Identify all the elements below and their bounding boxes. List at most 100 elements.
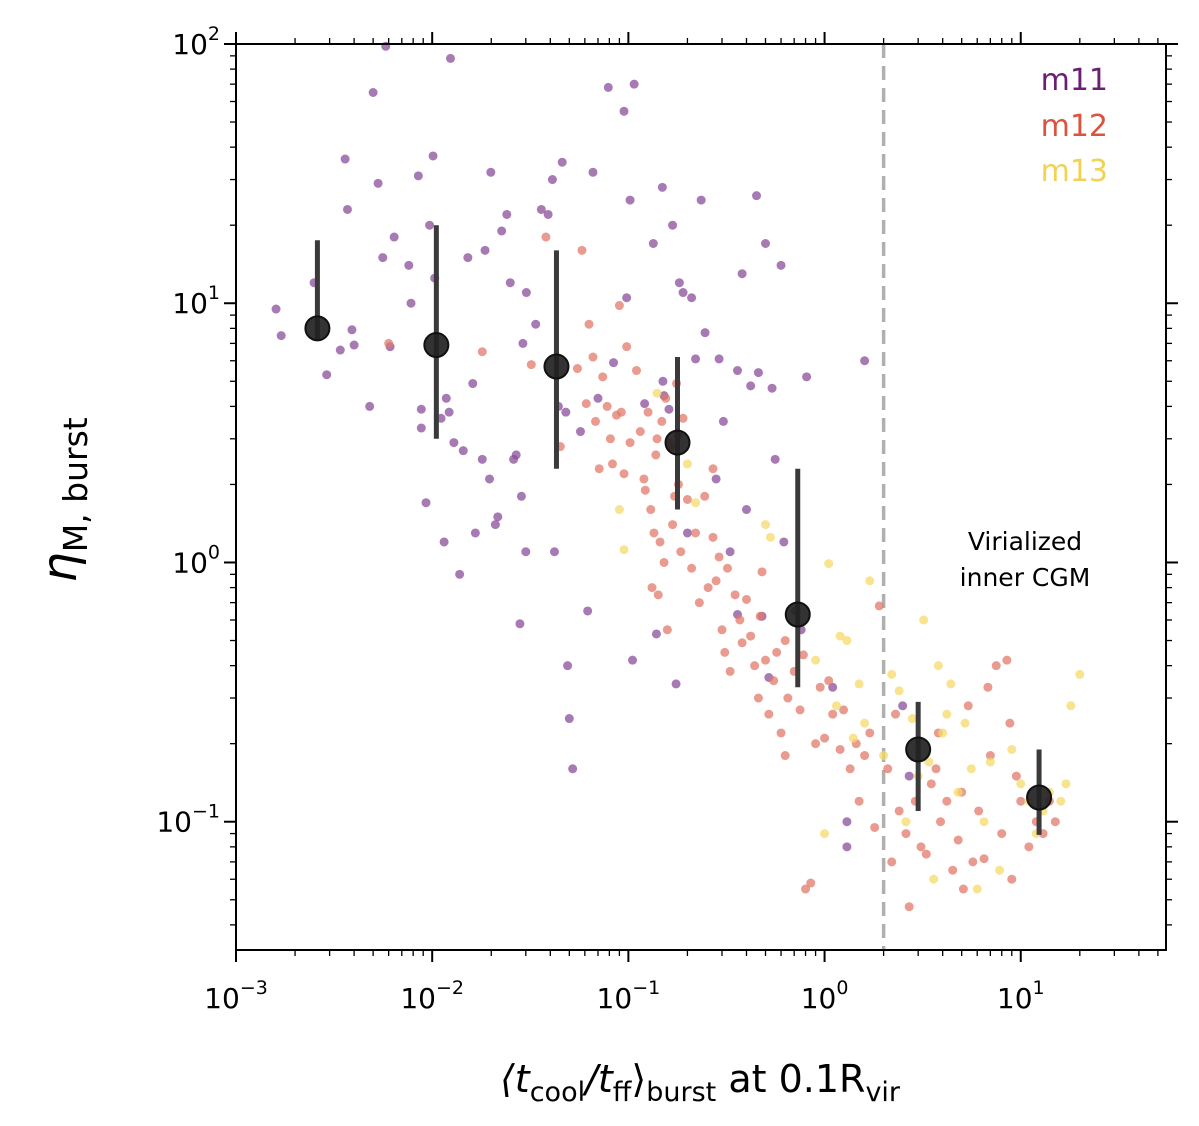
point-m11 — [828, 682, 838, 692]
point-m12 — [700, 491, 710, 501]
point-m11 — [486, 167, 496, 177]
point-m13 — [933, 661, 943, 671]
point-m13 — [835, 631, 845, 641]
point-m11 — [682, 528, 692, 538]
point-m11 — [416, 404, 426, 414]
annotation: Virialized inner CGM — [960, 527, 1091, 592]
point-m11 — [671, 679, 681, 689]
point-m12 — [750, 661, 760, 671]
point-m11 — [365, 401, 375, 411]
point-m12 — [581, 399, 591, 409]
point-m12 — [780, 636, 790, 646]
point-m12 — [725, 666, 735, 676]
point-m13 — [938, 728, 948, 738]
point-m12 — [1050, 817, 1060, 827]
point-m12 — [588, 352, 598, 362]
point-m12 — [783, 693, 793, 703]
point-m11 — [651, 629, 661, 639]
point-m12 — [622, 342, 632, 352]
point-m12 — [598, 372, 608, 382]
point-m11 — [502, 209, 512, 219]
point-m12 — [891, 709, 901, 719]
point-m12 — [730, 590, 740, 600]
y-tick-base: 10 — [172, 546, 208, 579]
point-m11 — [619, 106, 629, 116]
point-m12 — [652, 434, 662, 444]
point-m13 — [960, 718, 970, 728]
x-label-sub-vir: vir — [865, 1077, 900, 1108]
point-m12 — [708, 464, 718, 474]
x-label-close: ⟩ — [631, 1057, 646, 1101]
point-m11 — [622, 293, 632, 303]
y-tick-label: 101 — [172, 282, 220, 320]
point-m11 — [547, 175, 557, 185]
point-m12 — [619, 469, 629, 479]
plot-frame — [235, 43, 1167, 951]
point-m12 — [1005, 718, 1015, 728]
x-tick-exponent: −2 — [436, 977, 464, 999]
x-axis-label: ⟨tcool/tff⟩burst at 0.1Rvir — [500, 1057, 901, 1108]
x-tick-base: 10 — [204, 982, 240, 1015]
point-m12 — [653, 590, 663, 600]
point-m12 — [887, 857, 897, 867]
point-m11 — [276, 331, 286, 341]
point-m12 — [711, 576, 721, 586]
point-m12 — [931, 764, 941, 774]
point-m11 — [696, 195, 706, 205]
point-m12 — [921, 849, 931, 859]
point-m11 — [458, 446, 468, 456]
point-m13 — [953, 787, 963, 797]
point-m11 — [428, 151, 438, 161]
point-m12 — [687, 563, 697, 573]
point-m12 — [795, 705, 805, 715]
point-m11 — [449, 438, 459, 448]
point-m11 — [725, 547, 735, 557]
point-m13 — [761, 520, 771, 530]
point-m12 — [845, 764, 855, 774]
point-m11 — [737, 269, 747, 279]
point-m11 — [752, 191, 762, 201]
point-m12 — [926, 779, 936, 789]
point-m11 — [543, 209, 553, 219]
point-m11 — [564, 714, 574, 724]
point-m12 — [651, 450, 661, 460]
point-m12 — [708, 532, 718, 542]
point-m12 — [607, 459, 617, 469]
point-m11 — [521, 547, 531, 557]
point-m13 — [691, 498, 701, 508]
point-m11 — [770, 454, 780, 464]
median-point — [304, 315, 331, 342]
point-m11 — [568, 764, 578, 774]
point-m12 — [835, 744, 845, 754]
point-m11 — [609, 358, 619, 368]
y-tick-label: 100 — [172, 541, 220, 579]
point-m11 — [497, 226, 507, 236]
point-m11 — [733, 366, 743, 376]
point-m12 — [655, 537, 665, 547]
point-m11 — [700, 328, 710, 338]
point-m11 — [593, 393, 603, 403]
point-m12 — [958, 884, 968, 894]
point-m11 — [687, 293, 697, 303]
point-m12 — [811, 739, 821, 749]
point-m12 — [948, 865, 958, 875]
x-tick-base: 10 — [997, 982, 1033, 1015]
point-m13 — [682, 459, 692, 469]
point-m13 — [820, 829, 830, 839]
point-m12 — [657, 416, 667, 426]
point-m12 — [735, 615, 745, 625]
x-tick-exponent: 1 — [1033, 977, 1045, 999]
point-m12 — [661, 393, 671, 403]
point-m12 — [643, 407, 653, 417]
point-m12 — [904, 902, 914, 912]
point-m12 — [691, 528, 701, 538]
point-m12 — [639, 474, 649, 484]
point-m12 — [717, 625, 727, 635]
x-label-sub-cool: cool — [530, 1077, 585, 1108]
point-m12 — [974, 806, 984, 816]
point-m13 — [901, 817, 911, 827]
point-m11 — [322, 370, 332, 380]
binned-medians — [304, 225, 1053, 835]
point-m11 — [373, 178, 383, 188]
